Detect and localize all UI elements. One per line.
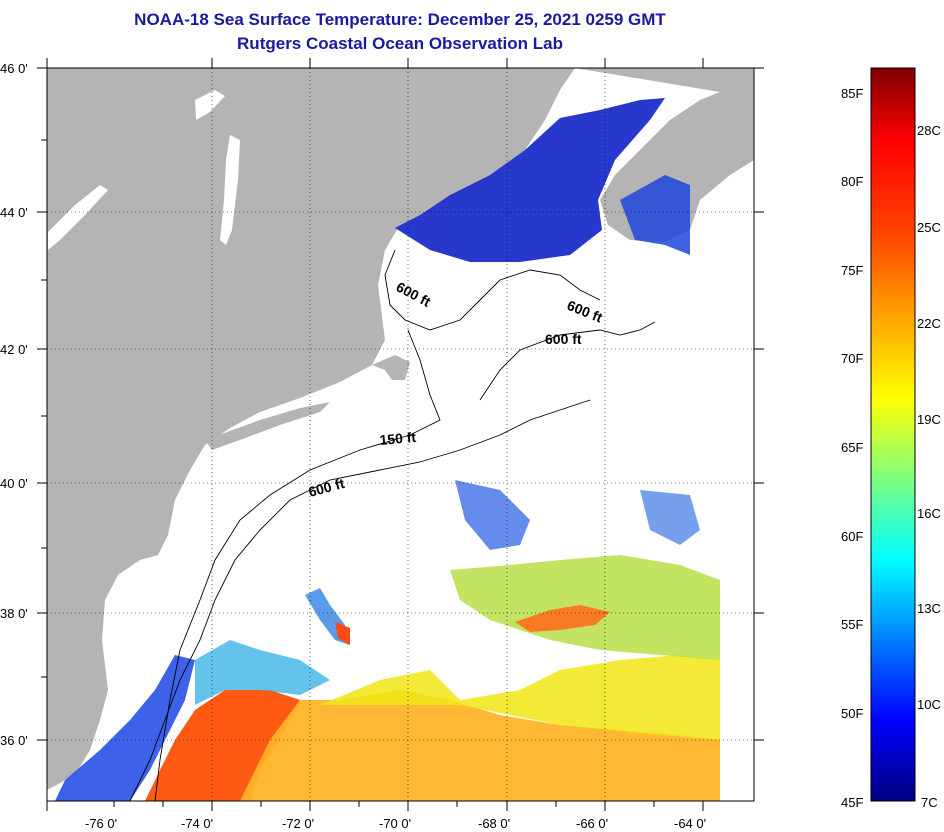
colorbar-c-22: 22C xyxy=(917,316,941,331)
land-nova-scotia xyxy=(575,68,754,242)
map-title: NOAA-18 Sea Surface Temperature: Decembe… xyxy=(134,10,666,29)
southern-yellow-band xyxy=(320,655,720,740)
eastern-blue-patches xyxy=(640,490,700,545)
colorbar-f-80: 80F xyxy=(841,174,863,189)
lat-label-46: 46 0' xyxy=(0,61,28,76)
colorbar-f-60: 60F xyxy=(841,529,863,544)
chesapeake-bay xyxy=(112,570,150,660)
land-northeast-us xyxy=(47,68,575,790)
lake-ontario xyxy=(48,185,108,250)
contour-gulf-of-maine xyxy=(384,249,601,331)
contour-georges-bank xyxy=(479,321,656,401)
colorbar-c-19: 19C xyxy=(917,412,941,427)
map-subtitle: Rutgers Coastal Ocean Observation Lab xyxy=(237,34,563,53)
colorbar-f-65: 65F xyxy=(841,440,863,455)
lat-label-44: 44 0' xyxy=(0,205,28,220)
colorbar-f-45: 45F xyxy=(841,795,863,810)
eddy-warm-spot xyxy=(335,622,350,645)
contour-label-600ft-georges: 600 ft xyxy=(545,331,582,347)
lat-label-38: 38 0' xyxy=(0,606,28,621)
slope-cyan-patches xyxy=(195,640,330,705)
lon-label-76: -76 0' xyxy=(85,816,117,831)
colorbar-f-85: 85F xyxy=(841,86,863,101)
contour-150ft-shelf xyxy=(154,329,441,801)
map-ticks xyxy=(37,58,764,811)
map-frame xyxy=(46,67,755,802)
southern-warm-band xyxy=(240,690,720,801)
colorbar-f-70: 70F xyxy=(841,351,863,366)
lake-north xyxy=(195,90,225,120)
lat-label-36: 36 0' xyxy=(0,733,28,748)
land-long-island xyxy=(205,402,330,450)
gulf-stream-warm-core xyxy=(145,690,300,801)
lat-label-40: 40 0' xyxy=(0,476,28,491)
lon-label-70: -70 0' xyxy=(379,816,411,831)
colorbar xyxy=(870,67,916,802)
colorbar-c-13: 13C xyxy=(917,601,941,616)
lon-label-74: -74 0' xyxy=(181,816,213,831)
contour-label-150ft: 150 ft xyxy=(379,429,417,448)
lat-label-42: 42 0' xyxy=(0,342,28,357)
lon-label-64: -64 0' xyxy=(674,816,706,831)
shelf-blue-patches xyxy=(455,480,530,550)
colorbar-c-10: 10C xyxy=(917,697,941,712)
bay-of-fundy-sst xyxy=(620,175,690,255)
land-cape-cod xyxy=(372,355,410,380)
colorbar-f-75: 75F xyxy=(841,263,863,278)
lon-label-72: -72 0' xyxy=(282,816,314,831)
nearshore-blue-band xyxy=(55,655,195,801)
colorbar-f-50: 50F xyxy=(841,706,863,721)
lon-label-68: -68 0' xyxy=(478,816,510,831)
gulf-of-maine-sst xyxy=(395,98,665,262)
colorbar-c-28: 28C xyxy=(917,123,941,138)
colorbar-c-7: 7C xyxy=(921,795,938,810)
lake-champlain xyxy=(220,135,240,245)
colorbar-c-16: 16C xyxy=(917,506,941,521)
lon-label-66: -66 0' xyxy=(576,816,608,831)
colorbar-c-25: 25C xyxy=(917,220,941,235)
contour-600ft-shelf-edge xyxy=(129,399,591,801)
colorbar-f-55: 55F xyxy=(841,617,863,632)
offshore-warm-filament xyxy=(515,605,610,632)
